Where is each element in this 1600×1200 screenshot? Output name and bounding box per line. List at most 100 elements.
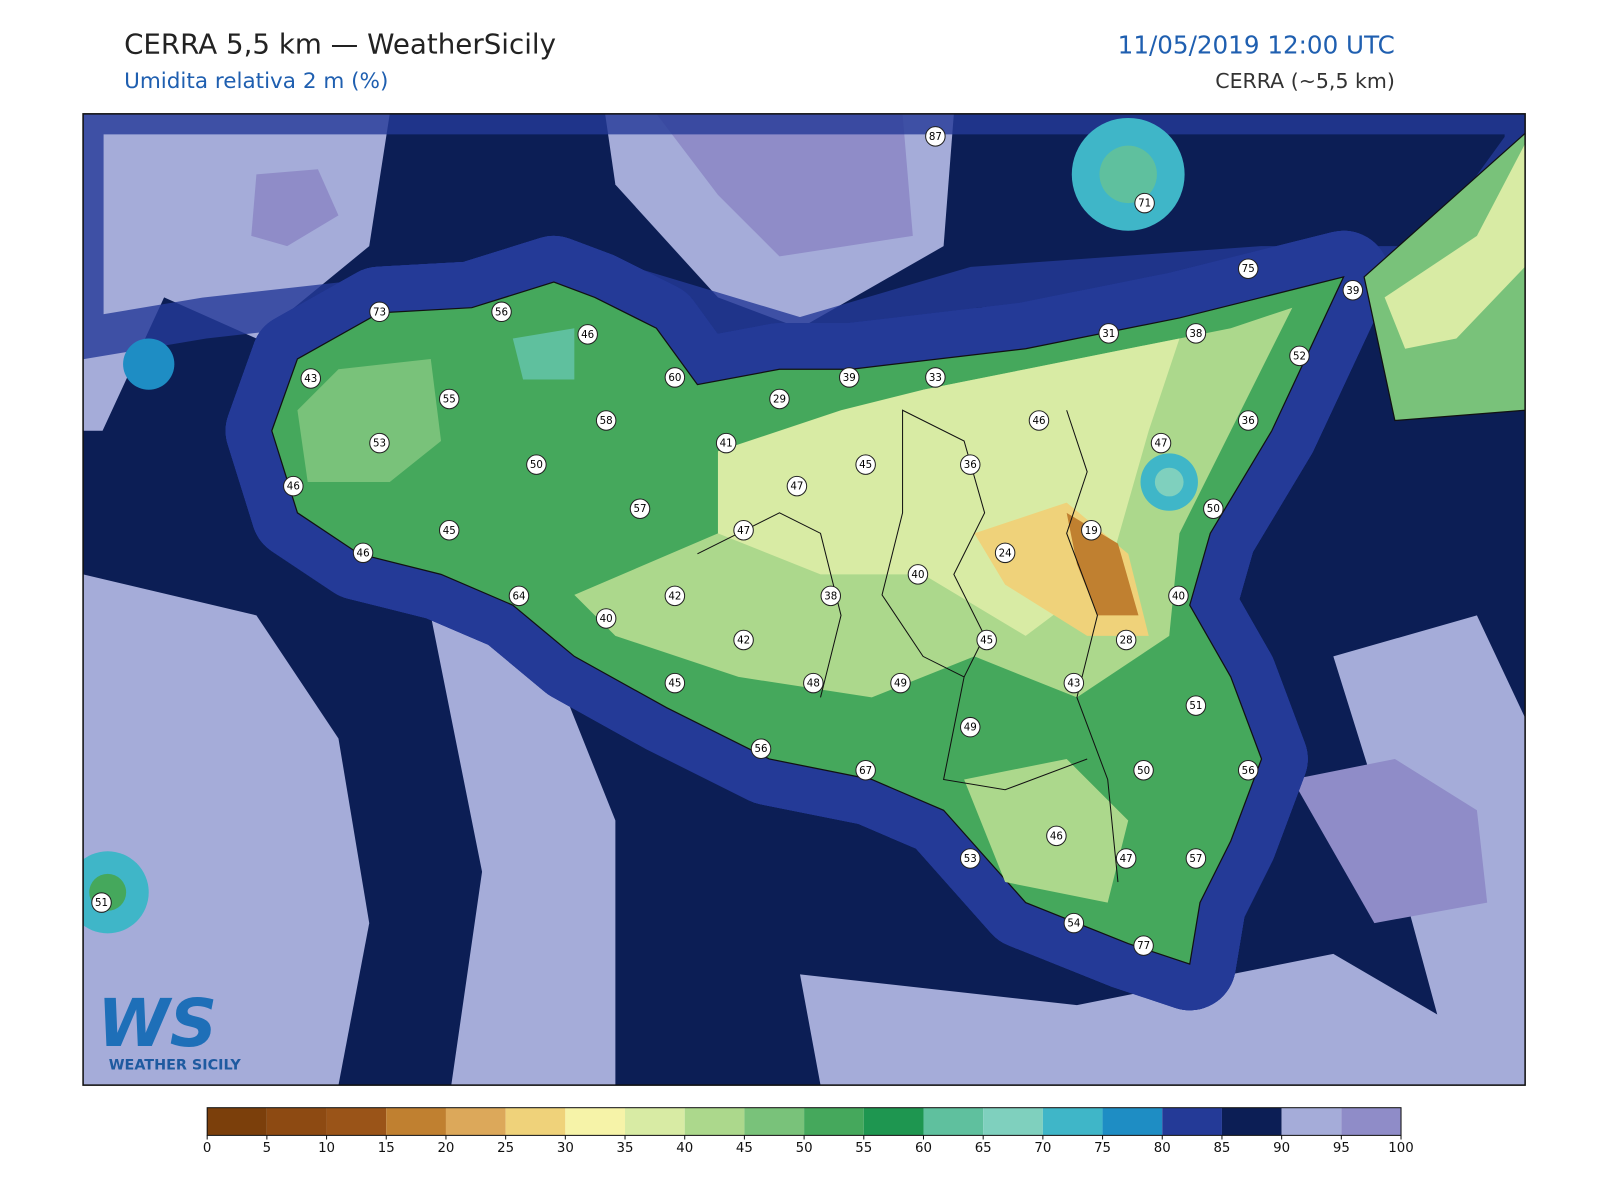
station-value: 71 bbox=[1138, 198, 1151, 210]
stations: 87 71 75 39 73 56 46 31 38 52 43 60 39 33 55 29 58 46 36 53… bbox=[91, 126, 1364, 956]
island-halo bbox=[1099, 145, 1157, 204]
station-value: 46 bbox=[581, 329, 594, 341]
station-dot bbox=[352, 542, 374, 564]
humid-patch bbox=[430, 615, 616, 1086]
colorbar-segment bbox=[1221, 1107, 1282, 1136]
station-dot bbox=[1098, 323, 1119, 344]
station-value: 49 bbox=[894, 678, 907, 690]
station: 42 bbox=[733, 629, 754, 651]
station-value: 42 bbox=[737, 635, 750, 647]
colorbar-segment bbox=[1281, 1107, 1342, 1136]
island-halo bbox=[123, 338, 175, 390]
colorbar-segment bbox=[983, 1107, 1043, 1136]
colorbar-segment bbox=[625, 1107, 685, 1136]
humid-patch bbox=[656, 113, 913, 257]
station-value: 46 bbox=[357, 547, 370, 559]
station: 45 bbox=[664, 672, 686, 694]
colorbar: 0 5 10 15 20 25 30 35 40 45 50 55 60 65 70 75 80 85 90 95 10… bbox=[203, 1107, 1414, 1156]
station-value: 40 bbox=[600, 613, 613, 625]
humid-patch bbox=[251, 169, 339, 247]
station-value: 57 bbox=[1189, 853, 1202, 865]
station-value: 49 bbox=[964, 722, 977, 734]
station: 41 bbox=[715, 432, 737, 454]
station: 56 bbox=[750, 738, 772, 759]
station-dot bbox=[1150, 432, 1172, 454]
station-value: 87 bbox=[929, 131, 942, 143]
station-value: 43 bbox=[304, 373, 317, 385]
station-dot bbox=[1289, 345, 1310, 367]
station-value: 73 bbox=[373, 306, 386, 318]
colorbar-tick-label: 15 bbox=[378, 1141, 395, 1156]
colorbar-segment bbox=[923, 1107, 984, 1136]
colorbar-segment bbox=[804, 1107, 864, 1136]
subtitle: Umidita relativa 2 m (%) bbox=[124, 69, 388, 94]
province-borders bbox=[697, 409, 1119, 883]
calabria-dry bbox=[1384, 143, 1526, 349]
station-dot bbox=[1133, 759, 1154, 781]
station-value: 50 bbox=[530, 459, 543, 471]
station: 40 bbox=[907, 564, 929, 585]
colorbar-tick-label: 95 bbox=[1333, 1141, 1350, 1156]
station-dot bbox=[1185, 323, 1207, 344]
station-value: 29 bbox=[773, 393, 786, 405]
station-dot bbox=[838, 367, 860, 388]
station-value: 46 bbox=[1050, 830, 1063, 842]
station-dot bbox=[855, 454, 876, 475]
station-value: 31 bbox=[1102, 328, 1115, 340]
station-value: 52 bbox=[1293, 350, 1306, 362]
colorbar-tick-label: 35 bbox=[617, 1141, 634, 1156]
station: 39 bbox=[838, 367, 860, 388]
station: 48 bbox=[803, 672, 824, 694]
station-value: 33 bbox=[929, 372, 942, 384]
station: 53 bbox=[369, 432, 390, 454]
station-value: 45 bbox=[668, 678, 681, 690]
land-patch bbox=[964, 758, 1129, 903]
station: 47 bbox=[733, 519, 754, 541]
station-dot bbox=[577, 324, 598, 345]
station-dot bbox=[1133, 935, 1154, 956]
station-dot bbox=[925, 367, 946, 388]
station-dot bbox=[629, 498, 651, 519]
station-value: 42 bbox=[668, 590, 681, 602]
colorbar-tick-label: 20 bbox=[437, 1141, 454, 1156]
colorbar-tick-label: 5 bbox=[263, 1141, 271, 1156]
station-dot bbox=[369, 432, 390, 454]
station-value: 47 bbox=[1155, 438, 1168, 450]
title: CERRA 5,5 km — WeatherSicily bbox=[124, 27, 556, 60]
station: 39 bbox=[1342, 279, 1364, 301]
station: 64 bbox=[508, 585, 530, 607]
colorbar-tick-label: 85 bbox=[1213, 1141, 1230, 1156]
station-dot bbox=[1185, 848, 1207, 869]
station: 77 bbox=[1133, 935, 1154, 956]
station-value: 45 bbox=[443, 525, 456, 537]
station-value: 75 bbox=[1242, 263, 1255, 275]
station-dot bbox=[1185, 695, 1207, 716]
colorbar-tick-label: 50 bbox=[796, 1141, 813, 1156]
station-dot bbox=[1081, 519, 1102, 541]
colorbar-segment bbox=[1162, 1107, 1222, 1136]
station-value: 40 bbox=[911, 569, 924, 581]
station-value: 38 bbox=[824, 590, 837, 602]
station: 50 bbox=[526, 454, 547, 475]
station-value: 41 bbox=[720, 438, 733, 450]
station: 50 bbox=[1203, 498, 1224, 519]
colorbar-segment bbox=[207, 1107, 267, 1136]
station-dot bbox=[803, 672, 824, 694]
colorbar-tick-label: 25 bbox=[497, 1141, 514, 1156]
station-dot bbox=[595, 608, 617, 629]
map-area: WS WEATHER SICILY 87 71 75 39 73 56 46 31 38 52 43… bbox=[83, 113, 1526, 1086]
humid-patch bbox=[800, 953, 1457, 1086]
station-dot bbox=[1237, 410, 1259, 431]
station-value: 19 bbox=[1085, 525, 1098, 537]
station: 87 bbox=[925, 126, 946, 147]
colorbar-tick-label: 80 bbox=[1154, 1141, 1171, 1156]
station-dot bbox=[1115, 629, 1137, 651]
station: 46 bbox=[1028, 410, 1050, 431]
station-value: 45 bbox=[859, 459, 872, 471]
station-dot bbox=[508, 585, 530, 607]
colorbar-segment bbox=[1042, 1107, 1103, 1136]
station: 67 bbox=[855, 759, 876, 781]
colorbar-tick-label: 90 bbox=[1273, 1141, 1290, 1156]
station-value: 39 bbox=[1346, 285, 1359, 297]
station-dot bbox=[1168, 585, 1189, 607]
